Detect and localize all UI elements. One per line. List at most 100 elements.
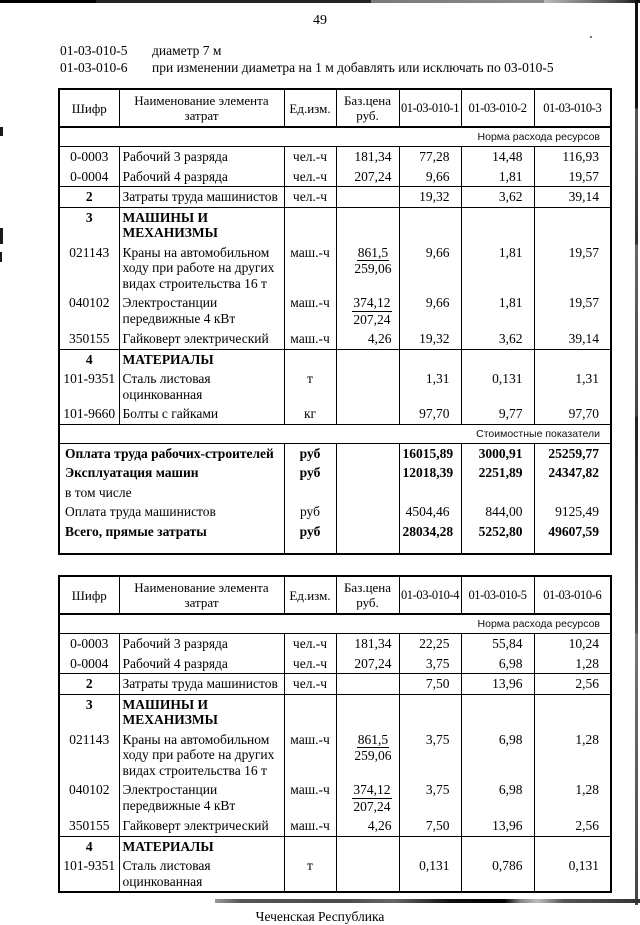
base-price-fraction: 374,12 207,24 <box>352 782 392 814</box>
base-price-cell <box>336 693 400 730</box>
norm-description-line: 01-03-010-5 диаметр 7 м <box>60 42 640 59</box>
name-cell: Рабочий 4 разряда <box>119 166 285 187</box>
norm-code: 01-03-010-6 <box>60 60 128 75</box>
value-cell <box>461 206 535 243</box>
summary-label: в том числе <box>59 482 285 502</box>
value-cell: 5252,80 <box>461 521 535 554</box>
table-row: 0-0003 Рабочий 3 разряда чел.-ч 181,34 22,25… <box>59 633 611 654</box>
value-cell: 1,31 <box>575 371 599 386</box>
fraction-numerator: 861,5 <box>356 244 390 261</box>
value-cell: 97,70 <box>568 406 599 421</box>
value-cell: 3,62 <box>461 329 535 349</box>
value-cell: 3000,91 <box>461 443 535 463</box>
norm-description-text: диаметр 7 м <box>152 43 222 58</box>
unit-cell <box>284 348 337 369</box>
value-cell: 9125,49 <box>555 504 599 519</box>
value-cell: 13,96 <box>461 816 535 836</box>
table-row: 040102 Электростанции передвижные 4 кВт ма… <box>59 780 611 816</box>
code-cell: 101-9351 <box>59 856 120 892</box>
value-cell: 39,14 <box>568 331 599 346</box>
unit-cell: руб <box>284 502 337 522</box>
base-price-cell: 861,5 259,06 <box>336 729 400 780</box>
table-row: 350155 Гайковерт электрический маш.-ч 4,26 7… <box>59 816 611 836</box>
value-cell: 7,50 <box>399 673 462 694</box>
scan-speck <box>0 127 3 136</box>
value-cell <box>399 693 462 730</box>
section-banner-label: Норма расхода ресурсов <box>59 614 611 634</box>
value-cell: 3,75 <box>399 780 462 816</box>
value-cell <box>399 348 462 369</box>
base-price-cell <box>336 348 400 369</box>
base-price-cell <box>336 673 400 694</box>
value-cell: 2,56 <box>534 673 611 694</box>
table-row: 2 Затраты труда машинистов чел.-ч 7,50 13,96… <box>59 673 611 694</box>
column-header: Шифр <box>59 89 120 128</box>
value-cell: 6,98 <box>461 729 535 780</box>
value-cell: 1,81 <box>461 242 535 293</box>
column-header: Ед.изм. <box>284 576 337 615</box>
table-row: 4 МАТЕРИАЛЫ <box>59 835 611 856</box>
summary-label: Эксплуатация машин <box>59 463 285 483</box>
summary-label: Всего, прямые затраты <box>59 521 285 554</box>
base-price-cell <box>336 482 400 502</box>
table-row: 3 МАШИНЫ И МЕХАНИЗМЫ <box>59 206 611 243</box>
summary-label: Оплата труда машинистов <box>59 502 285 522</box>
name-cell: Сталь листовая оцинкованная <box>119 369 285 404</box>
name-cell: МАШИНЫ И МЕХАНИЗМЫ <box>119 693 285 730</box>
value-cell: 3,75 <box>399 653 462 674</box>
value-cell: 77,28 <box>399 146 462 167</box>
column-header: 01-03-010-6 <box>534 576 611 615</box>
value-cell: 39,14 <box>534 186 611 207</box>
value-cell: 116,93 <box>562 149 599 164</box>
summary-label: Оплата труда рабочих-строителей <box>59 443 285 463</box>
code-cell: 350155 <box>59 816 120 836</box>
base-price-cell <box>336 206 400 243</box>
value-cell: 14,48 <box>461 146 535 167</box>
fraction-numerator: 374,12 <box>352 782 392 799</box>
code-cell: 101-9660 <box>59 404 120 424</box>
value-cell: 2251,89 <box>461 463 535 483</box>
cost-table-wrap-2: Шифр Наименование элемента затрат Ед.изм. Б… <box>58 575 640 893</box>
base-price-cell <box>336 369 400 404</box>
value-cell <box>534 693 611 730</box>
banner-row: Норма расхода ресурсов <box>59 614 611 634</box>
value-cell: 55,84 <box>461 633 535 654</box>
value-cell: 9,66 <box>399 166 462 187</box>
base-price-cell <box>336 404 400 424</box>
code-cell: 4 <box>59 835 120 856</box>
column-header: 01-03-010-5 <box>461 576 535 615</box>
base-price-cell: 374,12 207,24 <box>336 780 400 816</box>
base-price-fraction: 861,5 259,06 <box>354 245 391 277</box>
base-price-fraction: 861,5 259,06 <box>354 732 391 764</box>
unit-cell <box>284 693 337 730</box>
section-banner-label: Стоимостные показатели <box>59 423 611 444</box>
value-cell: 13,96 <box>461 673 535 694</box>
base-price-cell <box>336 186 400 207</box>
unit-cell: руб <box>284 443 337 463</box>
name-cell: Затраты труда машинистов <box>119 186 285 207</box>
unit-cell <box>284 482 337 502</box>
unit-cell: маш.-ч <box>284 780 337 816</box>
value-cell: 19,32 <box>399 186 462 207</box>
code-cell: 0-0004 <box>59 653 120 674</box>
base-price-cell: 374,12 207,24 <box>336 293 400 329</box>
unit-cell <box>284 835 337 856</box>
value-cell: 49607,59 <box>548 523 599 539</box>
name-cell: МАТЕРИАЛЫ <box>119 835 285 856</box>
name-cell: Электростанции передвижные 4 кВт <box>119 293 285 329</box>
header-row: Шифр Наименование элемента затрат Ед.изм. Б… <box>59 576 611 615</box>
name-cell: Сталь листовая оцинкованная <box>119 856 285 892</box>
value-cell: 12018,39 <box>399 463 462 483</box>
scan-artifact-top-bar <box>0 0 640 3</box>
value-cell: 2,56 <box>575 818 599 833</box>
base-price-cell: 181,34 <box>336 633 400 654</box>
code-cell: 0-0003 <box>59 633 120 654</box>
banner-row: Стоимостные показатели <box>59 423 611 444</box>
table-row: 101-9351 Сталь листовая оцинкованная т 1,31… <box>59 369 611 404</box>
name-cell: Затраты труда машинистов <box>119 673 285 694</box>
value-cell: 9,77 <box>461 404 535 424</box>
value-cell: 0,131 <box>568 858 599 873</box>
base-price-cell <box>336 502 400 522</box>
cost-table-010-4-6: Шифр Наименование элемента затрат Ед.изм. Б… <box>58 575 612 893</box>
value-cell: 19,32 <box>399 329 462 349</box>
